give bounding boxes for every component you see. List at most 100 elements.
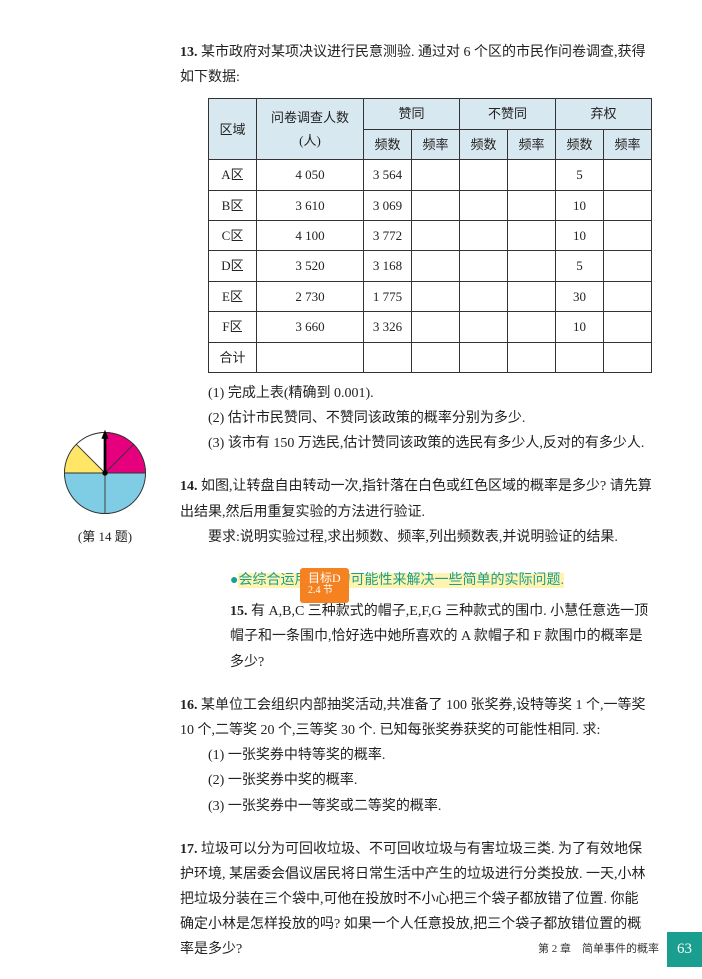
table-cell: 4 100 — [257, 220, 364, 250]
q15-number: 15. — [230, 604, 248, 619]
th-freq2: 频数 — [460, 129, 508, 159]
q14-figure: (第 14 题) — [60, 428, 150, 549]
q16-number: 16. — [180, 698, 198, 713]
table-cell — [508, 312, 556, 342]
table-cell — [556, 342, 604, 372]
table-cell — [460, 190, 508, 220]
table-cell: 3 069 — [364, 190, 412, 220]
q14-req: 要求:说明实验过程,求出频数、频率,列出频数表,并说明验证的结果. — [180, 525, 652, 550]
th-freq3: 频数 — [556, 129, 604, 159]
table-cell: 1 775 — [364, 281, 412, 311]
table-cell — [604, 190, 652, 220]
q16-sub2: (2) 一张奖券中奖的概率. — [180, 768, 652, 793]
table-cell: 10 — [556, 190, 604, 220]
th-agree: 赞同 — [364, 99, 460, 129]
table-cell — [508, 251, 556, 281]
table-cell — [460, 220, 508, 250]
goal-badge-sub: 2.4 节 — [308, 585, 341, 597]
table-cell: 30 — [556, 281, 604, 311]
table-cell — [412, 160, 460, 190]
q15-text: 有 A,B,C 三种款式的帽子,E,F,G 三种款式的围巾. 小慧任意选一顶帽子… — [230, 604, 648, 669]
table-cell — [604, 251, 652, 281]
table-cell: A区 — [209, 160, 257, 190]
table-cell: 10 — [556, 312, 604, 342]
table-cell — [412, 190, 460, 220]
goal-badge: 目标D 2.4 节 — [300, 568, 349, 603]
table-cell: B区 — [209, 190, 257, 220]
goal-d-row: 目标D 2.4 节 ●会综合运用事件的可能性来解决一些简单的实际问题. 15. … — [180, 568, 652, 675]
table-cell — [604, 281, 652, 311]
q17-number: 17. — [180, 842, 198, 857]
table-cell — [364, 342, 412, 372]
th-rate1: 频率 — [412, 129, 460, 159]
table-cell — [257, 342, 364, 372]
th-rate3: 频率 — [604, 129, 652, 159]
table-cell — [508, 220, 556, 250]
table-cell: 合计 — [209, 342, 257, 372]
table-cell — [412, 342, 460, 372]
table-cell — [460, 160, 508, 190]
table-cell: 3 660 — [257, 312, 364, 342]
table-cell: C区 — [209, 220, 257, 250]
table-cell: D区 — [209, 251, 257, 281]
q13-sub3: (3) 该市有 150 万选民,估计赞同该政策的选民有多少人,反对的有多少人. — [180, 431, 652, 456]
table-cell — [412, 281, 460, 311]
table-cell — [460, 312, 508, 342]
th-region: 区域 — [209, 99, 257, 160]
table-cell: F区 — [209, 312, 257, 342]
table-cell — [604, 160, 652, 190]
q13-sub2: (2) 估计市民赞同、不赞同该政策的概率分别为多少. — [180, 406, 652, 431]
table-cell — [460, 342, 508, 372]
q16-sub3: (3) 一张奖券中一等奖或二等奖的概率. — [180, 794, 652, 819]
table-cell — [508, 281, 556, 311]
q14-number: 14. — [180, 479, 198, 494]
table-cell: 3 772 — [364, 220, 412, 250]
q13-sub1: (1) 完成上表(精确到 0.001). — [180, 381, 652, 406]
table-cell — [508, 160, 556, 190]
q13-table: 区域 问卷调查人数(人) 赞同 不赞同 弃权 频数 频率 频数 频率 频数 频率… — [208, 98, 652, 373]
th-disagree: 不赞同 — [460, 99, 556, 129]
q13-number: 13. — [180, 45, 198, 60]
footer-chapter: 第 2 章 简单事件的概率 — [538, 940, 659, 960]
table-cell: E区 — [209, 281, 257, 311]
goal-badge-text: 目标D — [308, 571, 341, 585]
table-cell — [412, 312, 460, 342]
table-cell — [508, 190, 556, 220]
th-rate2: 频率 — [508, 129, 556, 159]
page-number: 63 — [667, 932, 702, 967]
goal-title: ●会综合运用事件的可能性来解决一些简单的实际问题. — [230, 568, 652, 593]
q14-text: 如图,让转盘自由转动一次,指针落在白色或红色区域的概率是多少? 请先算出结果,然… — [180, 479, 652, 519]
q13-intro: 某市政府对某项决议进行民意测验. 通过对 6 个区的市民作问卷调查,获得如下数据… — [180, 45, 646, 85]
table-cell — [604, 342, 652, 372]
th-abstain: 弃权 — [556, 99, 652, 129]
page-footer: 第 2 章 简单事件的概率 63 — [538, 932, 702, 967]
question-15: 15. 有 A,B,C 三种款式的帽子,E,F,G 三种款式的围巾. 小慧任意选… — [230, 599, 652, 675]
table-cell: 5 — [556, 251, 604, 281]
question-16: 16. 某单位工会组织内部抽奖活动,共准备了 100 张奖券,设特等奖 1 个,… — [180, 693, 652, 819]
table-cell: 4 050 — [257, 160, 364, 190]
table-cell — [508, 342, 556, 372]
table-cell — [460, 281, 508, 311]
question-13: 13. 某市政府对某项决议进行民意测验. 通过对 6 个区的市民作问卷调查,获得… — [180, 40, 652, 456]
q16-sub1: (1) 一张奖券中特等奖的概率. — [180, 743, 652, 768]
table-cell — [412, 220, 460, 250]
q13-sublist: (1) 完成上表(精确到 0.001). (2) 估计市民赞同、不赞同该政策的概… — [180, 381, 652, 457]
table-cell — [412, 251, 460, 281]
table-cell: 3 564 — [364, 160, 412, 190]
table-cell: 3 168 — [364, 251, 412, 281]
table-cell — [604, 312, 652, 342]
table-cell: 3 326 — [364, 312, 412, 342]
q16-text: 某单位工会组织内部抽奖活动,共准备了 100 张奖券,设特等奖 1 个,一等奖 … — [180, 698, 646, 738]
q14-caption: (第 14 题) — [60, 525, 150, 548]
th-count: 问卷调查人数(人) — [257, 99, 364, 160]
spinner-icon — [60, 428, 150, 518]
table-cell: 10 — [556, 220, 604, 250]
table-cell: 3 520 — [257, 251, 364, 281]
table-cell: 5 — [556, 160, 604, 190]
table-cell: 3 610 — [257, 190, 364, 220]
question-14: 14. 如图,让转盘自由转动一次,指针落在白色或红色区域的概率是多少? 请先算出… — [180, 474, 652, 550]
table-cell — [460, 251, 508, 281]
table-cell: 2 730 — [257, 281, 364, 311]
th-freq1: 频数 — [364, 129, 412, 159]
table-cell — [604, 220, 652, 250]
